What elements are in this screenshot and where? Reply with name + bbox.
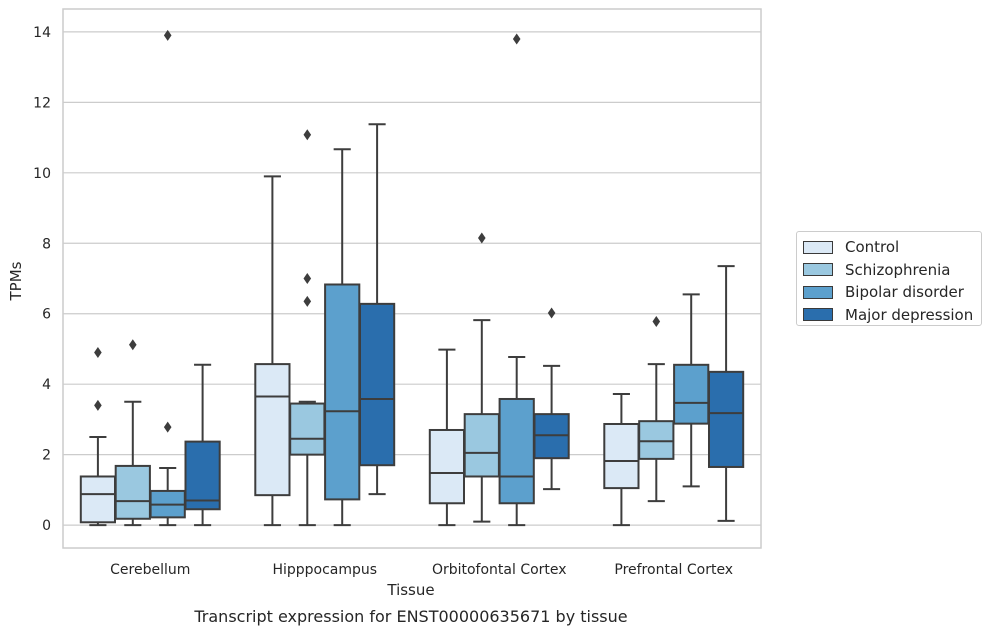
legend-swatch-major-depression [803, 308, 833, 322]
y-tick-label: 12 [33, 95, 51, 111]
box-1-3 [638, 315, 675, 503]
x-tick-label: Prefrontal Cortex [614, 562, 733, 578]
legend-item-control: Control [797, 236, 981, 259]
outlier-point [478, 232, 486, 244]
box-3-2 [533, 307, 570, 491]
x-axis-label: Tissue [386, 581, 434, 599]
y-tick-label: 8 [42, 236, 51, 252]
legend-label: Schizophrenia [845, 260, 951, 279]
box-body [324, 283, 361, 501]
box-1-2 [463, 232, 500, 523]
legend-label: Bipolar disorder [845, 283, 964, 302]
y-tick-labels: 0 2 4 6 8 10 12 14 [33, 25, 51, 534]
box-2-2 [498, 33, 535, 527]
outlier-point [652, 315, 661, 327]
box-body [184, 440, 221, 511]
box-1-0 [114, 339, 151, 527]
y-tick-label: 6 [42, 307, 51, 323]
legend-item-major-depression: Major depression [797, 304, 981, 327]
x-tick-label: Orbitofontal Cortex [432, 562, 567, 578]
legend: Control Schizophrenia Bipolar disorder M… [796, 231, 982, 326]
box-body [463, 413, 500, 478]
y-tick-label: 10 [33, 166, 51, 182]
box-3-3 [707, 265, 745, 522]
outlier-point [163, 421, 172, 433]
box-0-2 [428, 348, 466, 527]
outlier-point [129, 339, 137, 351]
box-3-1 [358, 123, 396, 496]
outlier-point [547, 307, 556, 319]
x-tick-label: Cerebellum [110, 562, 190, 578]
outlier-point [94, 399, 102, 411]
box-body [114, 464, 151, 520]
box-body [254, 363, 291, 497]
legend-swatch-schizophrenia [803, 263, 833, 277]
outlier-point [94, 346, 102, 358]
plot-frame [62, 8, 762, 549]
box-2-1 [324, 148, 361, 527]
chart-caption: Transcript expression for ENST0000063567… [193, 607, 627, 626]
x-tick-labels: Cerebellum Hipppocampus Orbitofontal Corte… [110, 562, 733, 578]
legend-swatch-control [803, 240, 833, 254]
box-groups [79, 29, 745, 527]
box-2-0 [149, 29, 186, 527]
grid-lines [63, 31, 761, 526]
box-body [428, 428, 466, 505]
box-body [673, 363, 710, 425]
x-tick-label: Hipppocampus [272, 562, 377, 578]
y-axis-label: TPMs [7, 261, 25, 301]
box-0-1 [254, 175, 291, 527]
box-0-0 [79, 346, 117, 527]
y-tick-label: 14 [33, 25, 51, 41]
box-body [358, 302, 396, 467]
box-body [707, 370, 745, 468]
outlier-point [303, 295, 312, 307]
outlier-point [512, 33, 521, 45]
box-body [498, 397, 535, 505]
legend-swatch-bipolar-disorder [803, 285, 833, 299]
y-tick-label: 2 [42, 448, 51, 464]
box-body [638, 420, 675, 460]
legend-label: Control [845, 238, 900, 257]
legend-item-bipolar-disorder: Bipolar disorder [797, 281, 981, 304]
y-tick-label: 4 [42, 377, 51, 393]
legend-label: Major depression [845, 305, 974, 324]
box-1-1 [289, 129, 326, 527]
box-2-3 [673, 293, 710, 488]
y-tick-label: 0 [42, 518, 51, 534]
outlier-point [303, 273, 312, 284]
outlier-point [163, 29, 172, 41]
outlier-point [303, 129, 312, 141]
box-0-3 [603, 393, 640, 527]
box-body [603, 422, 640, 490]
box-3-0 [184, 363, 221, 527]
box-body [289, 402, 326, 456]
box-body [79, 475, 117, 524]
legend-item-schizophrenia: Schizophrenia [797, 259, 981, 282]
